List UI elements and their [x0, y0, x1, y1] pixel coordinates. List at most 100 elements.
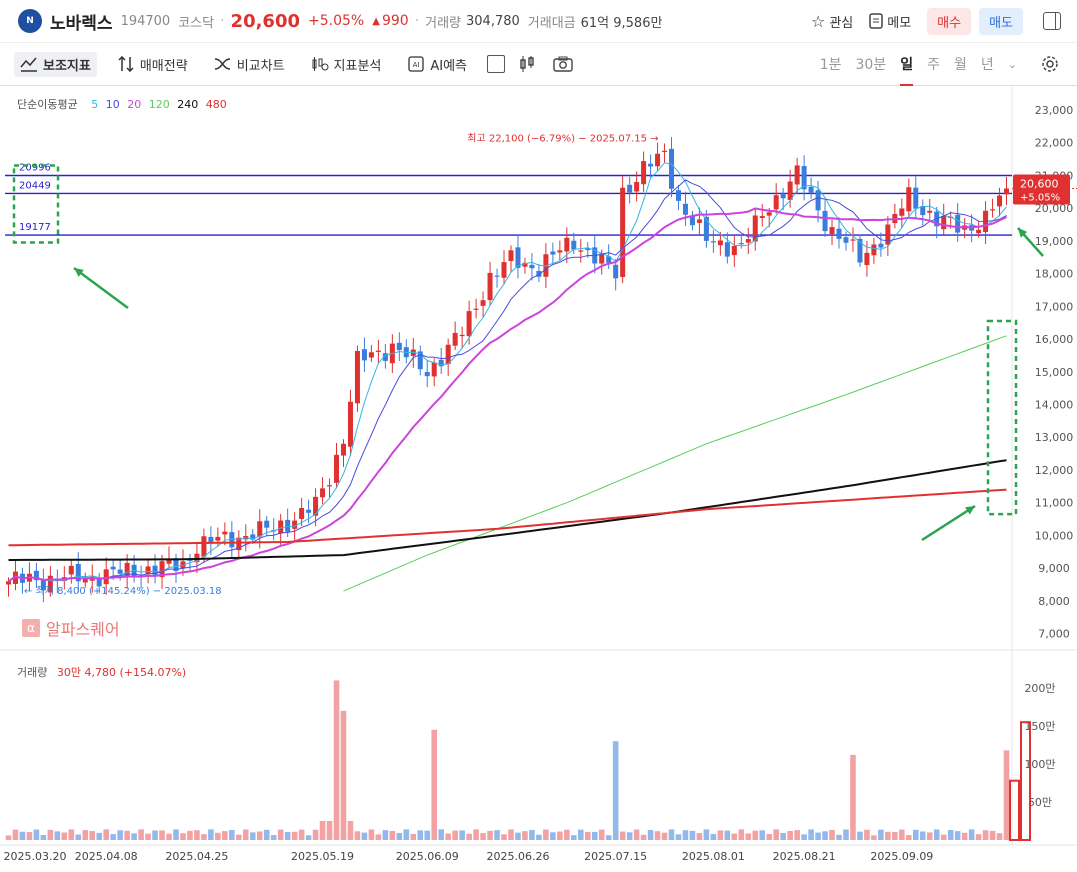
sell-button[interactable]: 매도: [979, 7, 1023, 35]
candle-body: [347, 401, 353, 447]
candle-body: [682, 203, 688, 215]
buy-button[interactable]: 매수: [927, 7, 972, 35]
volume-bar: [724, 830, 731, 840]
volume-bar: [864, 829, 870, 840]
volume-bar: [899, 829, 905, 840]
ma-legend: 단순이동평균 5 10 20 120 240 480: [17, 96, 231, 112]
chevron-down-icon[interactable]: ⌄: [1007, 57, 1017, 71]
candle-body: [382, 353, 388, 361]
candle-body: [327, 485, 333, 487]
candle-body: [452, 332, 458, 346]
candle-body: [641, 161, 647, 185]
volume-bar: [982, 830, 989, 840]
candle-body: [494, 275, 500, 277]
candle-type-icon[interactable]: [519, 55, 535, 73]
candle-body: [152, 565, 158, 575]
volume-bar: [933, 829, 940, 840]
volume-tick-label: 150만: [1024, 720, 1055, 733]
candle-body: [745, 239, 751, 243]
candle-body: [920, 206, 926, 216]
volume-bar: [438, 829, 444, 840]
ma-10-label[interactable]: 10: [105, 98, 120, 111]
candle-body: [487, 272, 493, 301]
period-day[interactable]: 일: [900, 54, 914, 86]
candle-body: [717, 240, 723, 246]
volume-bar: [843, 829, 849, 840]
candle-body: [354, 350, 360, 404]
volume-bar: [236, 834, 242, 840]
stock-name[interactable]: 노바렉스: [50, 13, 113, 34]
candle-body: [571, 240, 577, 250]
volume-bar: [822, 831, 828, 840]
candle-body: [857, 238, 863, 263]
candle-body: [522, 262, 528, 267]
period-1min[interactable]: 1분: [819, 57, 842, 73]
volume-bar: [522, 831, 528, 840]
volume-bar: [354, 831, 361, 840]
ai-forecast-button[interactable]: AI AI예측: [401, 52, 473, 77]
ma480-line: [8, 488, 1007, 547]
period-month[interactable]: 월: [954, 57, 967, 73]
ma-120-label[interactable]: 120: [148, 98, 170, 111]
volume-bar: [166, 833, 172, 840]
volume-bar: [33, 829, 40, 840]
annotation-arrow-bottom: [921, 504, 976, 542]
price-chart[interactable]: 7,000 8,000 9,000 10,000 11,000 12,000 13,000 1…: [0, 85, 1077, 872]
ma-480-label[interactable]: 480: [205, 98, 227, 111]
volume-bar: [173, 829, 179, 840]
volume-bar: [494, 830, 500, 840]
volume-bar: [431, 729, 438, 840]
candle-body: [815, 190, 821, 211]
candle-body: [424, 371, 430, 377]
candle-body: [731, 245, 737, 256]
analysis-button[interactable]: 지표분석: [305, 52, 388, 77]
side-panel-icon[interactable]: [1043, 12, 1061, 30]
volume-bar: [584, 831, 591, 840]
period-year[interactable]: 년: [980, 57, 994, 73]
volume-bar: [473, 829, 479, 840]
ma20-line: [7, 207, 1007, 583]
annotation-box-right: [986, 319, 1018, 516]
volume-bar: [689, 830, 696, 840]
candle-body: [668, 148, 675, 189]
volume-bar: [536, 834, 542, 840]
volume-bar: [947, 829, 954, 840]
current-price-tag: [1013, 174, 1070, 205]
header-actions: ☆ 관심 메모 매수 매도: [811, 0, 1077, 42]
ma-20-label[interactable]: 20: [127, 98, 142, 111]
candle-body: [738, 243, 744, 245]
candle-body: [675, 190, 682, 201]
ma-240-label[interactable]: 240: [177, 98, 199, 111]
square-tool-icon[interactable]: [487, 55, 506, 73]
memo-button[interactable]: 메모: [869, 12, 911, 31]
date-tick-label: 2025.04.25: [165, 850, 228, 863]
indicator-button[interactable]: 보조지표: [14, 51, 97, 77]
volume-bar: [850, 754, 856, 840]
watch-button[interactable]: ☆ 관심: [811, 12, 853, 31]
candle-body: [285, 519, 291, 532]
volume-tick-label: 50만: [1028, 796, 1052, 809]
volume-bar: [668, 829, 675, 840]
candle-body: [396, 342, 402, 351]
volume-bar: [284, 831, 291, 840]
ma-5-label[interactable]: 5: [91, 98, 99, 111]
volume-bar: [410, 833, 417, 840]
compare-button[interactable]: 비교차트: [208, 52, 291, 77]
period-week[interactable]: 주: [927, 57, 940, 73]
volume-bar: [152, 830, 158, 840]
volume-tick-label: 100만: [1024, 758, 1055, 771]
period-30min[interactable]: 30분: [855, 57, 887, 73]
volume-bar: [794, 830, 800, 840]
price-tick-label: 15,000: [1035, 366, 1074, 379]
volume-bar: [180, 833, 186, 840]
price-tick-label: 12,000: [1035, 464, 1074, 477]
volume-bar: [626, 832, 633, 840]
date-tick-label: 2025.03.20: [4, 850, 67, 863]
gear-icon[interactable]: [1041, 55, 1059, 73]
volume-bar: [5, 835, 12, 840]
volume-bar: [187, 830, 193, 840]
volume-bar: [633, 829, 640, 840]
strategy-button[interactable]: 매매전략: [111, 52, 194, 77]
candle-body: [47, 575, 53, 593]
camera-icon[interactable]: [553, 56, 573, 72]
